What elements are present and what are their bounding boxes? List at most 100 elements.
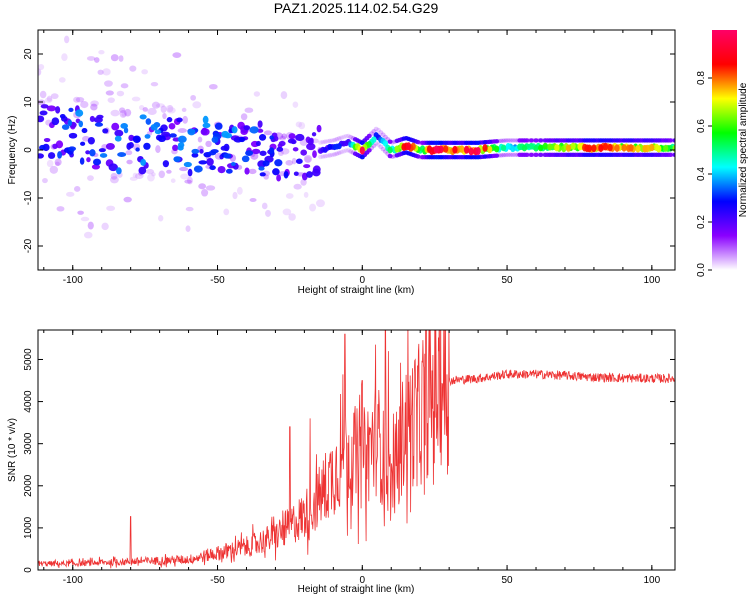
- x-tick-label: -100: [63, 275, 83, 286]
- spectrogram-cell: [300, 149, 307, 156]
- spectrogram-cell: [487, 154, 493, 159]
- spectrogram-cell: [373, 126, 379, 132]
- spectrogram-cell: [47, 152, 56, 159]
- y-tick-label: 3000: [23, 432, 34, 455]
- spectrogram-cell: [255, 140, 261, 147]
- spectrogram-cell: [327, 153, 333, 158]
- spectrogram-cell: [348, 149, 354, 154]
- spectrogram-cell: [75, 109, 84, 117]
- spectrogram-cell: [248, 168, 257, 175]
- spectrogram-cell: [614, 152, 620, 157]
- spectrogram-cell: [40, 104, 49, 109]
- spectrogram-cell: [198, 160, 208, 165]
- spectrogram-cell: [158, 214, 164, 222]
- spectrogram-cell: [656, 145, 662, 153]
- spectrogram-cell: [343, 133, 349, 139]
- spectrogram-cell: [378, 130, 384, 135]
- snr-series-line: [38, 330, 675, 569]
- spectrogram-cell: [394, 138, 400, 144]
- spectrogram-cell: [97, 69, 104, 75]
- spectrogram-cell: [191, 148, 200, 154]
- spectrogram-cell: [327, 143, 333, 150]
- spectrogram-cell: [86, 56, 96, 61]
- spectrogram-cell: [452, 155, 458, 160]
- spectrogram-cell: [303, 164, 311, 169]
- spectrogram-cell: [244, 107, 254, 113]
- spectrogram-cell: [240, 113, 248, 121]
- spectrogram-cell: [258, 134, 267, 141]
- spectrogram-cell: [649, 138, 655, 143]
- spectrogram-cell: [46, 95, 53, 102]
- spectrogram-cell: [180, 173, 190, 180]
- spectrogram-cell: [120, 83, 129, 89]
- spectrogram-cell: [121, 112, 127, 117]
- spectrogram-cell: [322, 153, 328, 159]
- spectrogram-cell: [607, 138, 613, 143]
- spectrogram-cell: [139, 114, 147, 120]
- spectrogram-cell: [359, 146, 365, 155]
- spectrogram-cell: [498, 153, 504, 158]
- colorbar-gradient: [712, 30, 737, 270]
- spectrogram-cell: [261, 202, 268, 210]
- spectrogram-cell: [494, 153, 500, 158]
- spectrogram-cell: [359, 140, 365, 145]
- spectrogram-cell: [179, 166, 189, 172]
- spectrogram-cell: [134, 172, 144, 179]
- spectrogram-cell: [452, 145, 458, 154]
- spectrogram-cell: [58, 77, 66, 83]
- spectrogram-cell: [269, 135, 274, 140]
- spectrogram-cell: [406, 142, 412, 151]
- spectrogram-cell: [649, 143, 655, 152]
- spectrogram-cell: [500, 144, 507, 152]
- spectrogram-cell: [656, 138, 662, 143]
- spectrogram-cell: [106, 205, 116, 212]
- spectrogram-cell: [86, 157, 91, 163]
- spectrogram-cell: [329, 152, 335, 158]
- spectrogram-cell: [167, 104, 174, 113]
- spectrogram-cell: [191, 152, 199, 158]
- spectrogram-cell: [598, 138, 604, 143]
- spectrogram-cell: [338, 135, 344, 140]
- y-tick-label: 10: [23, 96, 34, 108]
- spectrogram-cell: [288, 213, 296, 221]
- y-tick-label: -20: [23, 238, 34, 253]
- spectrogram-cell: [87, 221, 94, 230]
- spectrogram-cell: [406, 136, 412, 142]
- spectrogram-cell: [591, 138, 597, 143]
- spectrogram-cell: [394, 145, 400, 153]
- spectrogram-cell: [494, 139, 500, 144]
- spectrogram-cell: [192, 101, 202, 109]
- spectrogram-cell: [142, 107, 148, 112]
- spectrogram-cell: [285, 193, 294, 199]
- spectrogram-cell: [336, 136, 342, 141]
- spectrogram-cell: [517, 143, 523, 151]
- spectrogram-cell: [46, 159, 54, 168]
- spectrogram-cell: [172, 52, 182, 58]
- spectrogram-cell: [642, 152, 648, 157]
- spectrogram-cell: [443, 140, 449, 145]
- spectrogram-cell: [265, 209, 271, 217]
- spectrogram-cell: [528, 138, 534, 143]
- spectrogram-cell: [232, 191, 238, 200]
- y-tick-label: 0: [23, 567, 34, 573]
- spectrogram-cell: [116, 90, 125, 97]
- spectrogram-cell: [278, 140, 286, 147]
- spectrogram-cell: [73, 186, 81, 192]
- spectrogram-cell: [110, 109, 120, 117]
- spectrogram-cell: [429, 147, 435, 156]
- spectrogram-cell: [187, 168, 193, 177]
- y-tick-label: 2000: [23, 474, 34, 497]
- spectrogram-cell: [300, 178, 307, 186]
- snr-y-label: SNR (10 * v/v): [7, 418, 18, 482]
- spectrogram-cell: [318, 154, 324, 160]
- x-tick-label: 50: [502, 275, 514, 286]
- spectrogram-cell: [49, 165, 58, 174]
- spectrogram-cell: [68, 146, 77, 152]
- spectrogram-cell: [67, 119, 73, 127]
- spectrogram-cell: [64, 35, 70, 44]
- snr-panel: -100 -50 0 50 100 0 1000 2000 3000 4000 5000 Heig…: [7, 329, 676, 595]
- spectrogram-cell: [517, 138, 523, 143]
- spectrogram-cell: [114, 135, 122, 142]
- spectrogram-cell: [169, 133, 177, 138]
- spectrogram-cell: [565, 138, 571, 143]
